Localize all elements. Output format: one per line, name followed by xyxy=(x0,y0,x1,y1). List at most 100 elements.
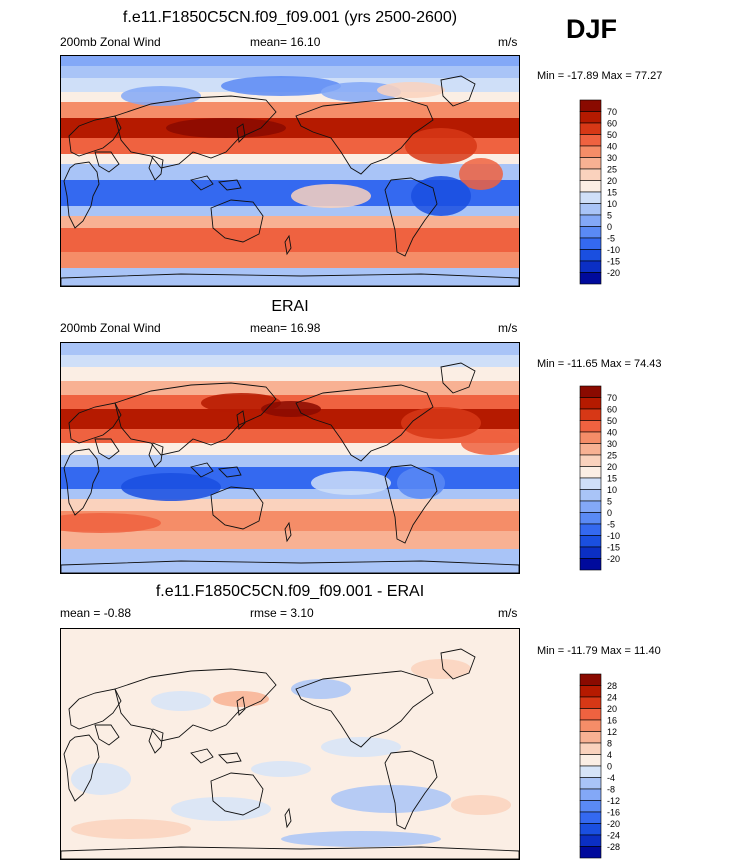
colorbar-tick-label: 70 xyxy=(607,107,617,117)
colorbar-box xyxy=(579,512,602,525)
wind-band xyxy=(61,499,519,511)
colorbar-box xyxy=(579,214,602,227)
continent-outline xyxy=(68,402,122,444)
colorbar-box xyxy=(579,111,602,124)
wind-anomaly xyxy=(71,763,131,795)
wind-anomaly xyxy=(151,691,211,711)
colorbar-box xyxy=(579,788,602,801)
wind-band xyxy=(61,367,519,381)
colorbar-box xyxy=(579,777,602,790)
wind-band xyxy=(61,206,519,216)
colorbar-box xyxy=(579,420,602,433)
colorbar-tick-label: 40 xyxy=(607,142,617,152)
colorbar-box xyxy=(579,535,602,548)
colorbar-box xyxy=(579,742,602,755)
continent-outline xyxy=(114,382,277,456)
colorbar-tick-label: -5 xyxy=(607,234,615,244)
wind-anomaly xyxy=(405,128,477,164)
colorbar-box xyxy=(579,226,602,239)
colorbar-box xyxy=(579,811,602,824)
colorbar-tick-label: 12 xyxy=(607,727,617,737)
colorbar-box xyxy=(579,523,602,536)
wind-band xyxy=(61,216,519,228)
panel-3-rmse-label: rmse = 3.10 xyxy=(250,606,314,620)
continent-outline xyxy=(295,670,434,748)
continent-outline xyxy=(190,175,214,191)
wind-anomaly xyxy=(281,831,441,847)
wind-anomaly xyxy=(411,659,471,679)
continent-outline xyxy=(94,724,120,746)
colorbar-tick-label: 16 xyxy=(607,716,617,726)
wind-anomaly xyxy=(459,158,503,190)
colorbar-box xyxy=(579,168,602,181)
colorbar-tick-label: -20 xyxy=(607,268,620,278)
colorbar-box xyxy=(579,500,602,513)
panel-3-colorbar: 28 24 20 16 12 8 4 0 -4 -8 -12 -16 -20 -24 -28 xyxy=(579,673,640,859)
colorbar-tick-label: -10 xyxy=(607,531,620,541)
continent-outline xyxy=(148,728,164,754)
panel-2-left-label: 200mb Zonal Wind xyxy=(60,321,161,335)
panel-1-minmax: Min = -17.89 Max = 77.27 xyxy=(537,70,663,82)
wind-band xyxy=(61,66,519,78)
wind-anomaly xyxy=(166,118,286,138)
colorbar-box xyxy=(579,191,602,204)
colorbar-tick-label: 50 xyxy=(607,130,617,140)
continent-outline xyxy=(148,155,164,181)
colorbar-box xyxy=(579,99,602,112)
wind-band xyxy=(61,455,519,467)
colorbar-tick-label: -10 xyxy=(607,245,620,255)
panel-3-map xyxy=(60,628,520,860)
colorbar-box xyxy=(579,846,602,859)
colorbar-tick-label: -16 xyxy=(607,808,620,818)
continent-outline xyxy=(63,734,100,802)
continent-outline xyxy=(63,161,100,229)
wind-anomaly xyxy=(61,513,161,533)
wind-anomaly xyxy=(451,795,511,815)
wind-anomaly xyxy=(261,401,321,417)
continent-outline xyxy=(148,442,164,468)
colorbar-tick-label: -24 xyxy=(607,831,620,841)
panel-1-left-label: 200mb Zonal Wind xyxy=(60,35,161,49)
colorbar-box xyxy=(579,673,602,686)
colorbar-tick-label: 10 xyxy=(607,485,617,495)
continent-outline xyxy=(236,410,246,430)
continent-outline xyxy=(68,115,122,157)
continent-outline xyxy=(440,362,476,394)
panel-2-title: ERAI xyxy=(271,298,309,315)
colorbar-box xyxy=(579,249,602,262)
colorbar-box xyxy=(579,708,602,721)
continent-outline xyxy=(94,438,120,460)
wind-anomaly xyxy=(221,76,341,96)
colorbar-box xyxy=(579,443,602,456)
colorbar-tick-label: 25 xyxy=(607,451,617,461)
colorbar-tick-label: 0 xyxy=(607,508,612,518)
colorbar-tick-label: 0 xyxy=(607,762,612,772)
panel-2-mean-label: mean= 16.98 xyxy=(250,321,321,335)
colorbar-box xyxy=(579,558,602,571)
colorbar-tick-label: 10 xyxy=(607,199,617,209)
wind-band xyxy=(61,381,519,395)
colorbar-box xyxy=(579,454,602,467)
colorbar-box xyxy=(579,408,602,421)
panel-1-map xyxy=(60,55,520,287)
continent-outline xyxy=(94,151,120,173)
colorbar-box xyxy=(579,834,602,847)
colorbar-box xyxy=(579,800,602,813)
colorbar-tick-label: -12 xyxy=(607,796,620,806)
colorbar-box xyxy=(579,122,602,135)
colorbar-box xyxy=(579,134,602,147)
colorbar-tick-label: 60 xyxy=(607,119,617,129)
wind-band xyxy=(61,154,519,164)
colorbar-tick-label: 8 xyxy=(607,739,612,749)
colorbar-box xyxy=(579,754,602,767)
colorbar-tick-label: -15 xyxy=(607,543,620,553)
panel-2-map-svg xyxy=(61,343,519,573)
continent-outline xyxy=(284,807,292,829)
colorbar-box xyxy=(579,397,602,410)
wind-anomaly xyxy=(121,86,201,106)
panel-1-colorbar: 70 60 50 40 30 25 20 15 10 5 0 -5 -10 -15 -20 xyxy=(579,99,640,285)
continent-outline xyxy=(68,688,122,730)
colorbar-tick-label: -20 xyxy=(607,554,620,564)
continent-outline xyxy=(284,521,292,543)
